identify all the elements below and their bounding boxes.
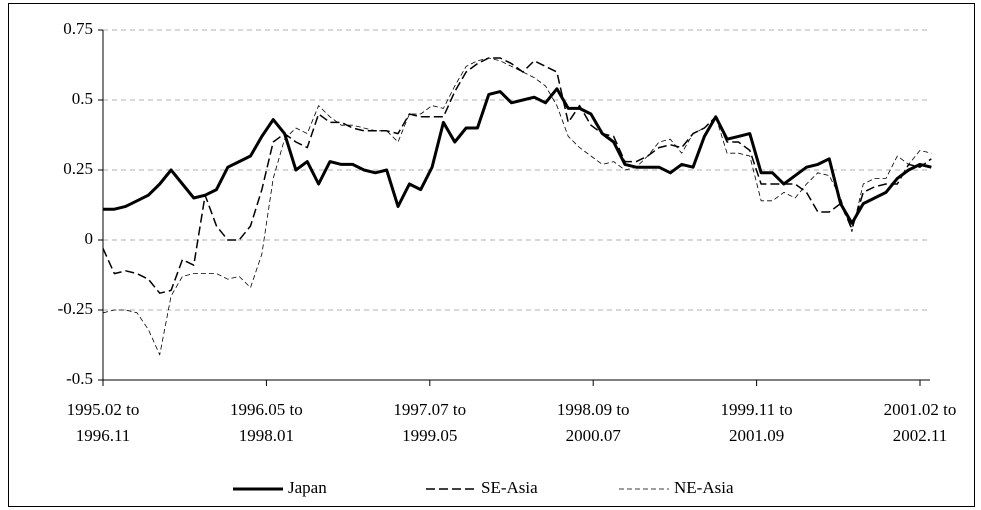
x-tick-label: 1997.07 to [393,400,466,419]
series-line [102,57,932,356]
series-line [102,57,932,294]
x-tick-label: 1998.09 to [557,400,630,419]
x-tick-label: 1999.11 to [721,400,793,419]
x-tick-label: 1995.02 to [67,400,140,419]
series-line [103,87,932,225]
legend-label: NE-Asia [674,478,734,497]
x-tick-label: 2000.07 [566,426,622,445]
y-tick-label: 0.75 [63,19,93,38]
x-tick-label: 1999.05 [402,426,457,445]
x-tick-label: 2002.11 [893,426,948,445]
x-tick-label: 1996.11 [76,426,131,445]
legend-label: Japan [288,478,327,497]
x-tick-label: 1998.01 [239,426,294,445]
chart-frame [8,3,975,507]
legend-label: SE-Asia [481,478,538,497]
x-tick-label: 2001.02 to [884,400,957,419]
y-tick-label: -0.5 [66,369,93,388]
y-tick-label: -0.25 [58,299,93,318]
y-tick-label: 0 [85,229,94,248]
x-tick-label: 2001.09 [729,426,784,445]
y-tick-label: 0.25 [63,159,93,178]
x-tick-label: 1996.05 to [230,400,303,419]
y-tick-label: 0.5 [72,89,93,108]
